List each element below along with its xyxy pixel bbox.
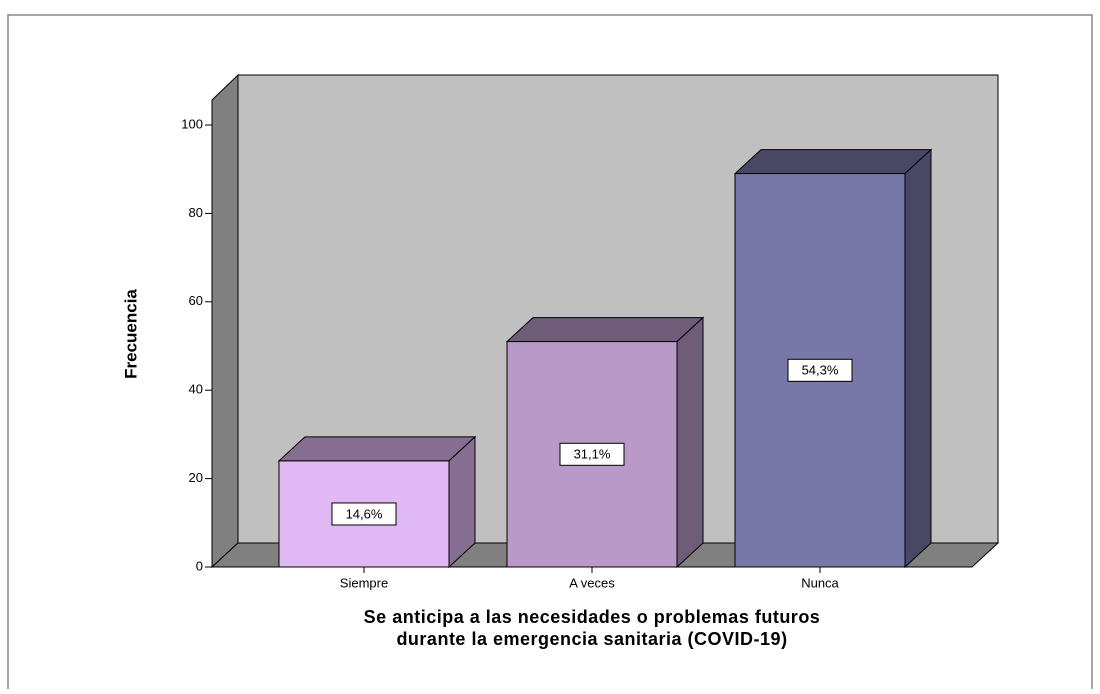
y-tick-label: 60	[189, 293, 203, 308]
y-tick-label: 100	[181, 116, 203, 131]
x-tick-label: Nunca	[801, 575, 839, 590]
y-tick-label: 20	[189, 470, 203, 485]
x-axis-title: durante la emergencia sanitaria (COVID-1…	[396, 629, 787, 649]
value-label-box	[559, 442, 625, 466]
value-label: 31,1%	[574, 447, 611, 462]
left-wall	[211, 73, 239, 569]
y-tick-label: 80	[189, 205, 203, 220]
value-label-box	[787, 358, 853, 382]
x-tick-label: A veces	[569, 575, 615, 590]
bar-top	[277, 436, 477, 462]
bar-side	[904, 148, 932, 569]
y-axis-title: Frecuencia	[121, 289, 140, 379]
value-label: 54,3%	[802, 363, 839, 378]
y-tick-label: 40	[189, 382, 203, 397]
value-label-box	[331, 502, 397, 526]
x-tick-label: Siempre	[340, 575, 388, 590]
value-label: 14,6%	[346, 506, 383, 521]
y-tick-label: 0	[196, 558, 203, 573]
bar-top	[505, 317, 705, 343]
x-axis-title: Se anticipa a las necesidades o problema…	[364, 607, 821, 627]
bar-side	[676, 316, 704, 569]
bar-top	[733, 149, 933, 175]
